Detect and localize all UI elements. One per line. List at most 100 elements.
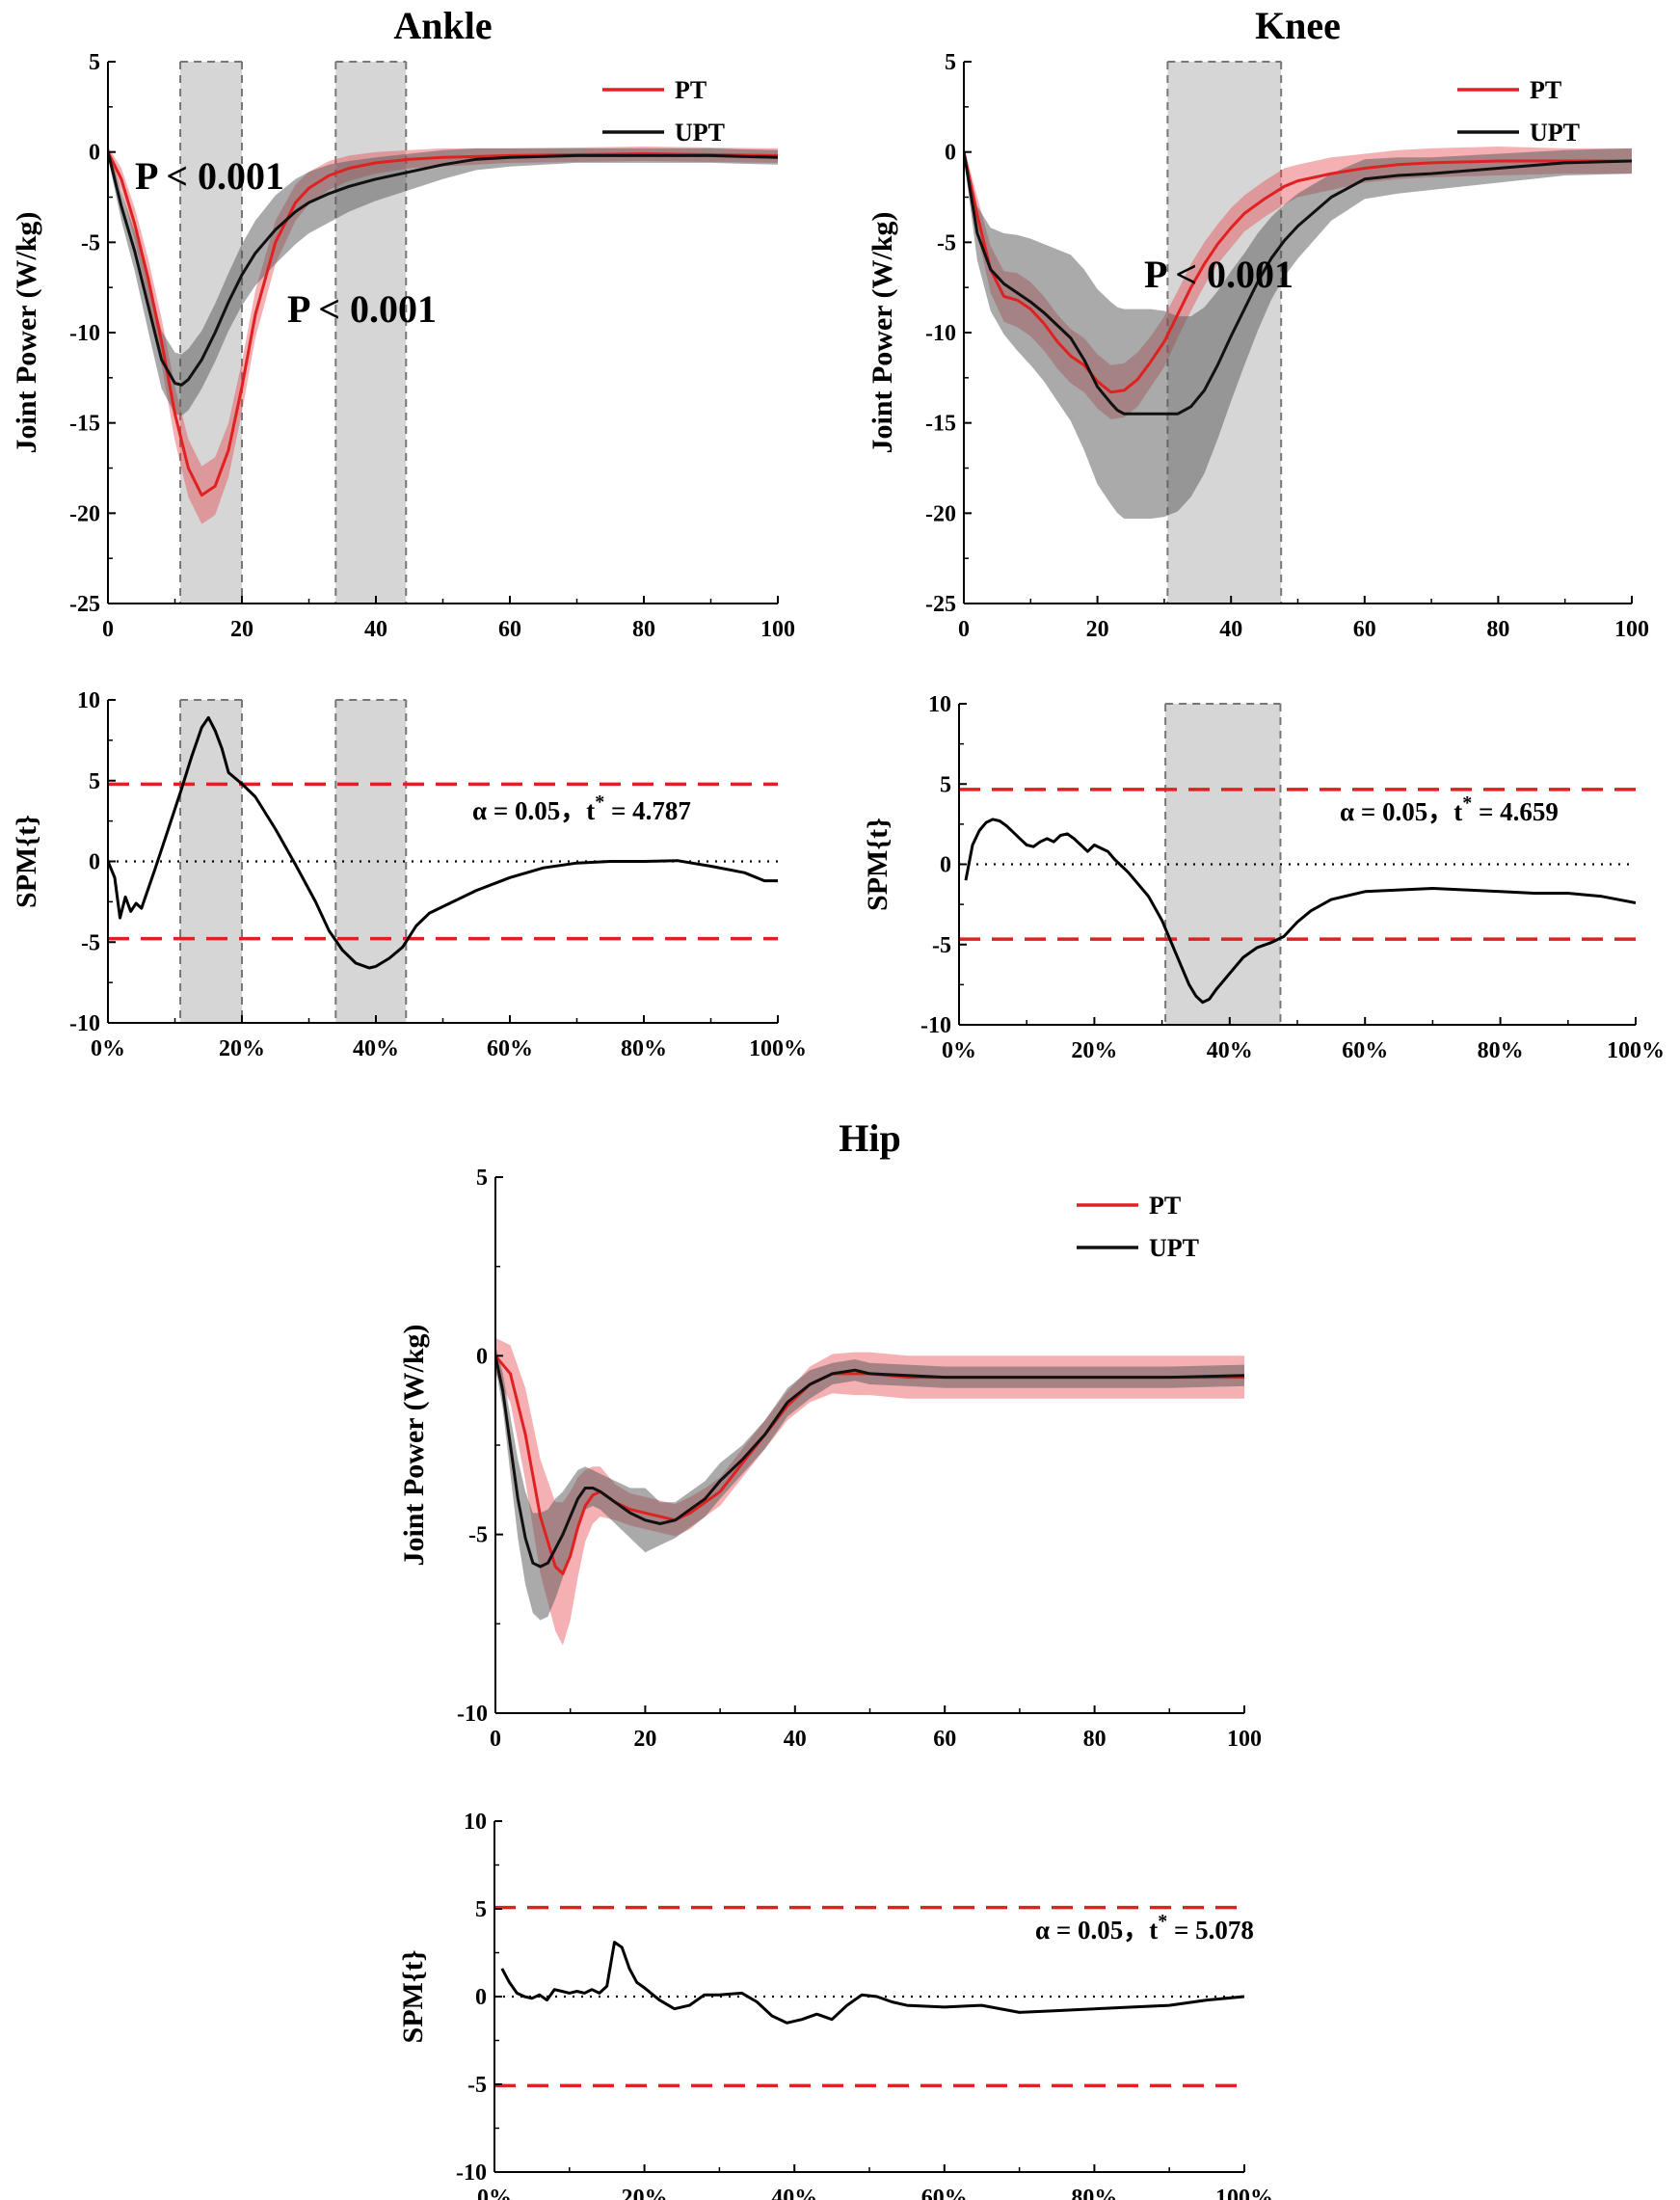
- ankle_power-xtick-label: 80: [632, 617, 655, 642]
- ankle_power-xtick-label: 100: [760, 617, 795, 642]
- knee_spm-xtick-label: 80%: [1478, 1038, 1524, 1063]
- knee_spm-xtick-label: 100%: [1607, 1038, 1665, 1063]
- hip_power-ytick-label: 0: [476, 1344, 488, 1369]
- knee_power-pt-line: [964, 151, 1632, 394]
- hip_power-title: Hip: [839, 1116, 900, 1160]
- ankle_spm-threshold-label: α = 0.05，t* = 4.787: [472, 791, 691, 825]
- hip_power-xtick-label: 60: [933, 1727, 956, 1752]
- ankle_power-ylabel: Joint Power (W/kg): [11, 211, 42, 453]
- ankle_spm-ytick-label: -5: [81, 930, 100, 955]
- ankle_spm-xtick-label: 20%: [219, 1036, 265, 1061]
- hip_spm-xtick-label: 0%: [477, 2186, 512, 2200]
- hip_power-ytick-label: -10: [457, 1702, 488, 1727]
- ankle_spm-ytick-label: 10: [77, 688, 100, 713]
- ankle_power-legend-label-upt: UPT: [675, 119, 725, 147]
- ankle_power-title: Ankle: [393, 4, 492, 47]
- ankle_power-annotation-1: P < 0.001: [287, 287, 437, 331]
- hip_spm-spm-trace: [500, 1941, 1244, 2025]
- hip_power-ytick-label: 5: [476, 1166, 488, 1191]
- ankle_power-sig-region-1: [335, 62, 407, 604]
- ankle_spm-xtick-label: 40%: [353, 1036, 399, 1061]
- hip_power-ylabel: Joint Power (W/kg): [398, 1324, 430, 1566]
- hip_power-plot-area: [495, 1337, 1244, 1646]
- knee_spm-xtick-label: 20%: [1071, 1038, 1117, 1063]
- ankle_power-xtick-label: 20: [230, 617, 253, 642]
- ankle_power-ytick-label: 0: [89, 141, 100, 166]
- hip_spm-plot-area: [494, 1905, 1244, 2088]
- ankle_spm-ytick-label: 5: [89, 769, 100, 794]
- knee_power-xtick-label: 40: [1219, 617, 1242, 642]
- hip_spm-xtick-label: 60%: [921, 2186, 968, 2200]
- knee_power-upt-line: [964, 151, 1632, 416]
- ankle_power-xtick-label: 40: [364, 617, 387, 642]
- knee_spm-ytick-label: 0: [940, 853, 951, 878]
- knee_power-upt-sd-band: [964, 147, 1632, 519]
- ankle_power-ytick-label: -5: [81, 230, 100, 255]
- hip_spm-xtick-label: 20%: [622, 2186, 668, 2200]
- hip_power-legend-label-pt: PT: [1149, 1192, 1181, 1220]
- knee_power-xtick-label: 80: [1486, 617, 1509, 642]
- hip_power-upt-line: [495, 1355, 1244, 1569]
- knee_spm-spm-trace: [964, 818, 1636, 1005]
- ankle_power-legend-label-pt: PT: [675, 76, 707, 104]
- ankle_power-annotation-0: P < 0.001: [135, 154, 284, 198]
- ankle_power-ytick-label: -25: [69, 592, 100, 617]
- ankle_spm-xtick-label: 100%: [749, 1036, 807, 1061]
- knee_spm-plot-area: [959, 788, 1636, 1005]
- knee_power-legend-label-upt: UPT: [1530, 119, 1580, 147]
- knee_spm-panel: 0% 20% 40% 60% 80% 100% -10 -5 0 5 10 SPM{t} α = 0.0…: [862, 692, 1665, 1063]
- ankle_spm-spm-trace: [108, 715, 778, 970]
- knee_spm-ylabel: SPM{t}: [862, 818, 893, 911]
- knee_power-legend-label-pt: PT: [1530, 76, 1561, 104]
- hip_spm-ytick-label: -5: [467, 2073, 487, 2098]
- ankle_spm-ylabel: SPM{t}: [11, 815, 42, 908]
- hip_power-xtick-label: 20: [633, 1727, 656, 1752]
- hip_spm-threshold-label: α = 0.05，t* = 5.078: [1035, 1911, 1254, 1945]
- hip_spm-xtick-label: 40%: [771, 2186, 817, 2200]
- ankle_spm-ytick-label: 0: [89, 850, 100, 875]
- ankle_spm-xtick-label: 0%: [91, 1036, 125, 1061]
- knee_power-ylabel: Joint Power (W/kg): [867, 211, 898, 453]
- ankle_spm-ytick-label: -10: [69, 1011, 100, 1036]
- hip_power-ytick-label: -5: [468, 1523, 488, 1548]
- ankle_power-ytick-label: -20: [69, 501, 100, 526]
- knee_power-xtick-label: 100: [1614, 617, 1649, 642]
- knee_spm-ytick-label: -10: [920, 1013, 951, 1038]
- ankle_power-pt-line: [108, 151, 778, 497]
- ankle_spm-plot-area: [108, 715, 778, 970]
- knee_spm-ytick-label: -5: [932, 933, 951, 958]
- knee_power-xtick-label: 60: [1353, 617, 1376, 642]
- hip_power-legend-label-upt: UPT: [1149, 1234, 1199, 1262]
- hip_power-xtick-label: 80: [1083, 1727, 1107, 1752]
- knee_spm-ytick-label: 5: [940, 772, 951, 797]
- ankle_power-ytick-label: 5: [89, 50, 100, 75]
- knee_power-ytick-label: 0: [945, 141, 956, 166]
- hip_power-upt-sd-band: [495, 1345, 1244, 1621]
- hip_power-xtick-label: 40: [784, 1727, 807, 1752]
- knee_power-panel: 0 20 40 60 80 100 -25 -20 -15 -10 -5 0 5 Joint Power …: [867, 4, 1649, 642]
- ankle_spm-xtick-label: 60%: [487, 1036, 533, 1061]
- knee_power-legend: PT UPT: [1457, 76, 1580, 147]
- ankle_power-plot-area: [108, 147, 778, 524]
- ankle_power-upt-line: [108, 151, 778, 387]
- knee_power-xtick-label: 0: [958, 617, 970, 642]
- hip_power-xtick-label: 0: [490, 1727, 501, 1752]
- hip_spm-ytick-label: -10: [456, 2160, 487, 2186]
- knee_power-ytick-label: 5: [945, 50, 956, 75]
- ankle_power-panel: 0 20 40 60 80 100 -25 -20 -15 -10 -5 0 5 Joint Power …: [11, 4, 795, 642]
- ankle_power-ytick-label: -10: [69, 321, 100, 346]
- hip_power-xtick-label: 100: [1227, 1727, 1262, 1752]
- knee_power-xtick-label: 20: [1086, 617, 1109, 642]
- knee_spm-xtick-label: 0%: [942, 1038, 976, 1063]
- ankle_spm-sig-region-0: [180, 700, 242, 1023]
- hip_spm-panel: 0% 20% 40% 60% 80% 100% -10 -5 0 5 10 SPM{t} α = 0.0…: [397, 1810, 1273, 2200]
- knee_spm-ytick-label: 10: [928, 692, 951, 717]
- hip_spm-ytick-label: 10: [464, 1810, 487, 1835]
- knee_spm-xtick-label: 60%: [1342, 1038, 1388, 1063]
- hip_spm-xtick-label: 80%: [1071, 2186, 1117, 2200]
- hip_spm-xtick-label: 100%: [1215, 2186, 1273, 2200]
- knee_power-ytick-label: -15: [925, 412, 956, 437]
- hip_spm-ylabel: SPM{t}: [397, 1950, 429, 2044]
- ankle_power-xtick-label: 60: [498, 617, 521, 642]
